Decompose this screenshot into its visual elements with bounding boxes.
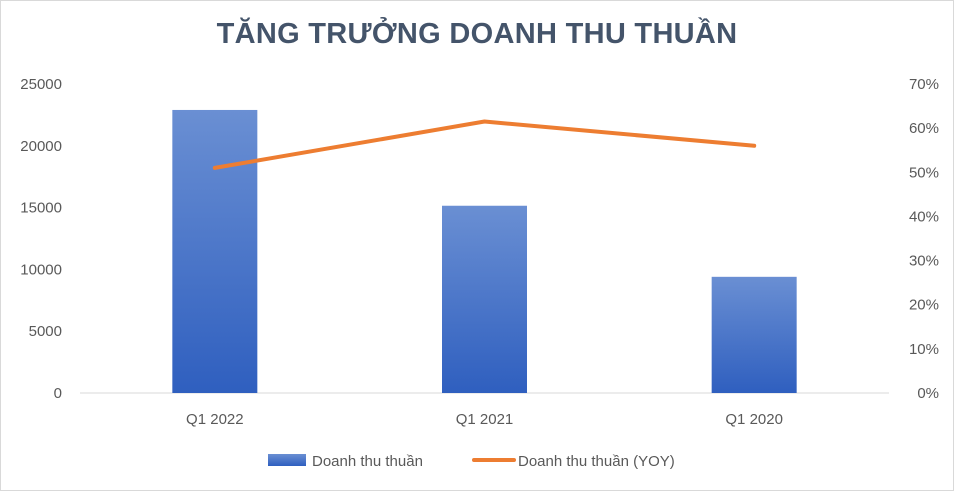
left-axis-tick: 5000 xyxy=(29,323,62,340)
right-axis-tick: 0% xyxy=(917,385,939,402)
left-axis-tick: 15000 xyxy=(20,200,62,217)
bar-q1-2021 xyxy=(442,205,527,393)
chart-title: TĂNG TRƯỞNG DOANH THU THUẦN xyxy=(216,18,738,50)
x-axis-tick: Q1 2021 xyxy=(456,411,514,428)
left-axis-tick: 25000 xyxy=(20,76,62,93)
left-axis-tick: 20000 xyxy=(20,138,62,155)
bar-q1-2020 xyxy=(711,276,797,393)
right-axis-tick: 30% xyxy=(909,253,939,270)
legend-bar-swatch xyxy=(268,454,306,466)
legend-line-label: Doanh thu thuần (YOY) xyxy=(518,453,675,470)
right-axis-tick: 20% xyxy=(909,297,939,314)
right-axis-tick: 10% xyxy=(909,341,939,358)
bar-q1-2022 xyxy=(172,109,258,394)
left-axis-tick: 0 xyxy=(54,385,62,402)
right-axis-tick: 40% xyxy=(909,208,939,225)
x-axis-tick: Q1 2020 xyxy=(725,411,783,428)
legend-bar-label: Doanh thu thuần xyxy=(312,453,423,470)
yoy-series-line xyxy=(212,119,757,170)
left-axis-tick: 10000 xyxy=(20,261,62,278)
x-axis-tick: Q1 2022 xyxy=(186,411,244,428)
right-axis-tick: 60% xyxy=(909,120,939,137)
right-axis-tick: 50% xyxy=(909,164,939,181)
right-axis-tick: 70% xyxy=(909,76,939,93)
